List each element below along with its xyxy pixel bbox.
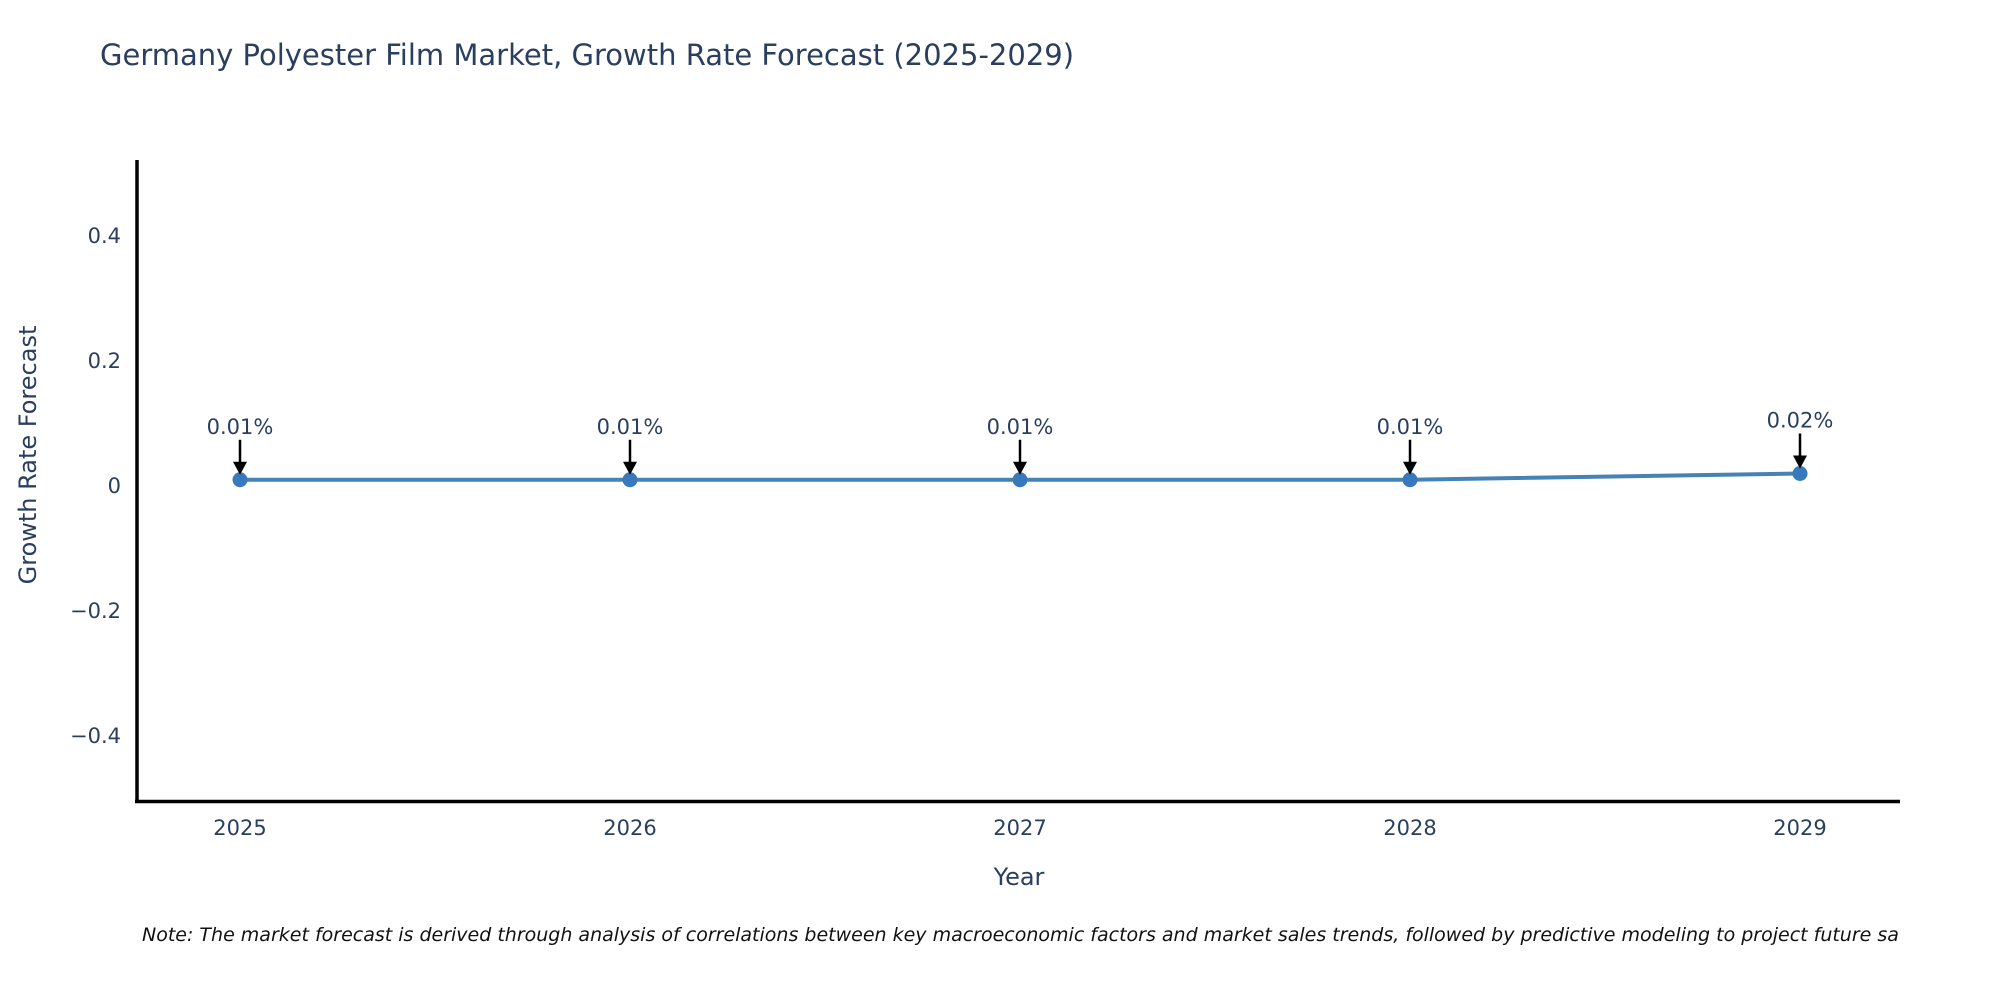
y-tick-label-−0.2: −0.2 [70,599,121,623]
series-layer [232,466,1808,488]
point-label-2025: 0.01% [207,415,274,439]
annotation-arrowhead [233,461,247,475]
point-label-2026: 0.01% [597,415,664,439]
data-point-2027 [1012,472,1028,488]
x-tick-label-2027: 2027 [993,816,1046,840]
x-tick-label-2026: 2026 [603,816,656,840]
annotation-arrowhead [1403,461,1417,475]
data-point-2026 [622,472,638,488]
y-tick-label-0: 0 [108,474,121,498]
y-tick-label-0.4: 0.4 [88,224,121,248]
annotation-arrowhead [1793,455,1807,469]
x-axis-title: Year [993,863,1045,891]
point-label-2028: 0.01% [1377,415,1444,439]
x-tick-label-2025: 2025 [213,816,266,840]
x-tick-label-2028: 2028 [1383,816,1436,840]
annotation-arrowhead [1013,461,1027,475]
annotation-layer: 0.01% 0.01% 0.01% 0.01% 0.02% [207,409,1834,475]
data-point-2025 [232,472,248,488]
footnote: Note: The market forecast is derived thr… [142,924,1899,946]
x-tick-label-2029: 2029 [1773,816,1826,840]
point-label-2029: 0.02% [1767,409,1834,433]
y-tick-label-−0.4: −0.4 [70,724,121,748]
chart-title: Germany Polyester Film Market, Growth Ra… [100,38,1075,72]
point-label-2027: 0.01% [987,415,1054,439]
axes-layer: 0.4 0.2 0 −0.2 −0.4 2025 2026 2027 2028 2029 [70,160,1900,840]
y-tick-label-0.2: 0.2 [88,349,121,373]
data-point-2028 [1402,472,1418,488]
data-point-2029 [1792,466,1808,481]
annotation-arrowhead [623,461,637,475]
